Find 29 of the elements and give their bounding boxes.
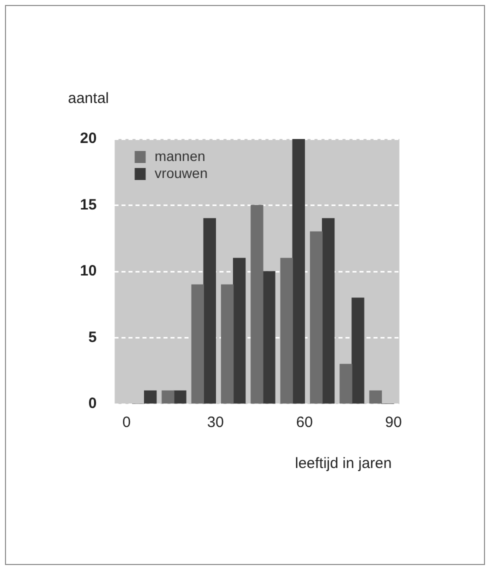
y-tick-label: 10 [80, 262, 97, 280]
bar [262, 271, 276, 404]
bar [250, 204, 264, 404]
bar [232, 258, 246, 404]
bar [162, 390, 174, 404]
bar [280, 258, 293, 404]
x-axis-title: leeftijd in jaren [295, 455, 392, 472]
bar [144, 390, 157, 404]
bar [220, 284, 234, 404]
y-tick-label: 20 [80, 130, 97, 148]
legend-label: vrouwen [154, 164, 208, 181]
bar [352, 298, 364, 404]
bar [292, 139, 305, 404]
bar [174, 390, 186, 404]
bar [310, 231, 323, 404]
bar [203, 218, 216, 404]
y-tick-label: 5 [88, 328, 97, 346]
x-tick-label: 0 [122, 414, 131, 432]
x-tick-label: 30 [207, 414, 224, 432]
y-tick-label: 15 [80, 196, 97, 214]
bar [322, 218, 335, 404]
x-tick-label: 90 [385, 414, 402, 432]
y-tick-label: 0 [88, 395, 97, 412]
x-tick-label: 60 [296, 414, 313, 432]
bar [369, 390, 382, 404]
legend-label: mannen [154, 148, 206, 164]
y-axis-title: aantal [68, 90, 109, 107]
bar [340, 364, 352, 404]
bar [191, 284, 204, 404]
